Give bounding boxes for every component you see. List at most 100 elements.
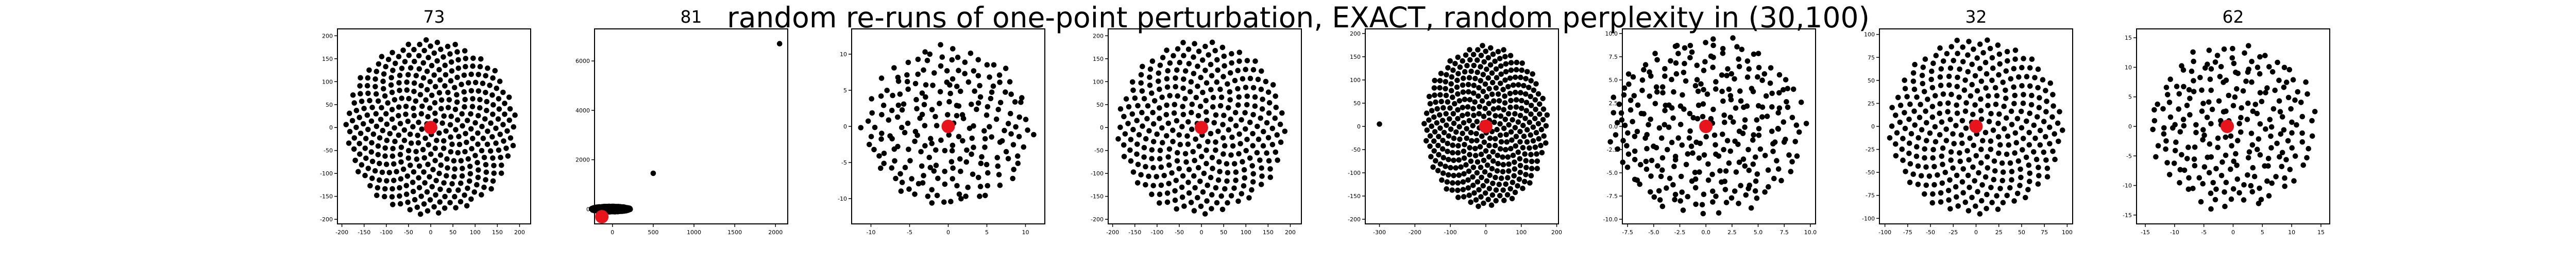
data-point xyxy=(1143,136,1149,142)
subplot-title: 81 xyxy=(681,7,702,27)
data-point xyxy=(907,158,913,164)
data-point xyxy=(1141,96,1147,102)
data-point xyxy=(1671,89,1676,95)
data-point xyxy=(2191,58,2197,64)
data-point xyxy=(1492,142,1498,149)
data-point xyxy=(1217,103,1224,109)
data-point xyxy=(369,175,375,181)
data-point xyxy=(1656,188,1662,194)
data-point xyxy=(1970,111,1976,118)
data-point xyxy=(1247,75,1253,82)
data-point xyxy=(2292,153,2298,159)
data-point xyxy=(1517,128,1523,135)
data-point xyxy=(2004,192,2010,199)
data-point xyxy=(1781,87,1786,93)
highlight-point xyxy=(1969,120,1983,133)
data-point xyxy=(1242,110,1248,116)
data-point xyxy=(1911,86,1918,92)
data-point xyxy=(379,54,385,59)
data-point xyxy=(1720,46,1726,52)
data-point xyxy=(1945,109,1951,115)
data-point xyxy=(455,150,461,156)
data-point xyxy=(365,166,371,171)
data-point xyxy=(1166,181,1172,187)
data-point xyxy=(1744,74,1751,80)
data-point xyxy=(990,83,996,89)
data-point xyxy=(1139,88,1145,94)
data-point xyxy=(490,102,496,108)
data-point xyxy=(1607,139,1613,145)
data-point xyxy=(1493,198,1499,204)
data-point xyxy=(1503,147,1509,153)
y-tick-label: 0 xyxy=(843,123,847,130)
data-point xyxy=(1924,138,1929,143)
data-point xyxy=(347,128,353,135)
data-point xyxy=(878,75,885,81)
data-point xyxy=(1149,58,1156,64)
y-tick-label: -100 xyxy=(1348,170,1361,176)
x-tick-label: -50 xyxy=(1175,229,1184,236)
data-point xyxy=(906,186,912,192)
data-point xyxy=(2257,54,2263,60)
data-point xyxy=(1719,88,1725,94)
data-point xyxy=(2015,158,2022,164)
data-point xyxy=(2230,45,2235,52)
data-point xyxy=(2057,109,2062,115)
data-point xyxy=(1647,93,1653,99)
data-point xyxy=(472,79,479,86)
data-point xyxy=(388,82,394,88)
data-point xyxy=(380,78,386,84)
y-tick-label: 10.0 xyxy=(1605,30,1618,37)
data-point xyxy=(2276,77,2282,84)
data-point xyxy=(1692,170,1698,175)
data-point xyxy=(1461,149,1467,154)
data-point xyxy=(1942,169,1948,175)
data-point xyxy=(905,59,911,66)
data-point xyxy=(1175,150,1180,156)
data-point xyxy=(1450,180,1455,186)
data-point xyxy=(2265,163,2271,169)
data-point xyxy=(1528,111,1534,117)
data-point xyxy=(1256,136,1262,142)
data-point xyxy=(948,199,954,205)
data-point xyxy=(1478,53,1484,58)
data-point xyxy=(1641,67,1647,73)
data-point xyxy=(1477,144,1483,150)
data-point xyxy=(2049,114,2055,120)
data-point xyxy=(929,200,935,206)
data-point xyxy=(440,145,447,151)
data-point xyxy=(447,51,453,57)
data-point xyxy=(397,88,402,93)
data-point xyxy=(977,83,982,89)
data-point xyxy=(1453,129,1459,135)
data-point xyxy=(942,148,948,154)
outlier-point xyxy=(650,170,656,176)
data-point xyxy=(1911,108,1917,114)
data-point xyxy=(1503,69,1509,75)
data-point xyxy=(1742,124,1748,130)
data-point xyxy=(1240,76,1246,82)
data-point xyxy=(2047,141,2053,147)
x-tick-label: -200 xyxy=(335,229,348,236)
data-point xyxy=(1498,113,1504,119)
data-point xyxy=(1696,155,1702,161)
data-point xyxy=(1646,122,1651,127)
data-point xyxy=(1510,180,1516,185)
data-point xyxy=(396,104,402,110)
data-point xyxy=(1149,191,1155,198)
scatter-points xyxy=(858,42,1037,206)
data-point xyxy=(2212,59,2218,65)
data-point xyxy=(1513,104,1519,110)
data-point xyxy=(427,105,433,111)
data-point xyxy=(1467,47,1472,53)
data-point xyxy=(2003,95,2009,101)
data-point xyxy=(466,80,471,86)
data-point xyxy=(867,141,872,148)
data-point xyxy=(1914,94,1920,100)
x-tick-label: -50 xyxy=(1926,229,1935,236)
data-point xyxy=(1771,175,1777,182)
data-point xyxy=(1489,192,1496,198)
data-point xyxy=(1674,43,1680,48)
data-point xyxy=(1705,177,1711,183)
data-point xyxy=(1983,85,1989,91)
